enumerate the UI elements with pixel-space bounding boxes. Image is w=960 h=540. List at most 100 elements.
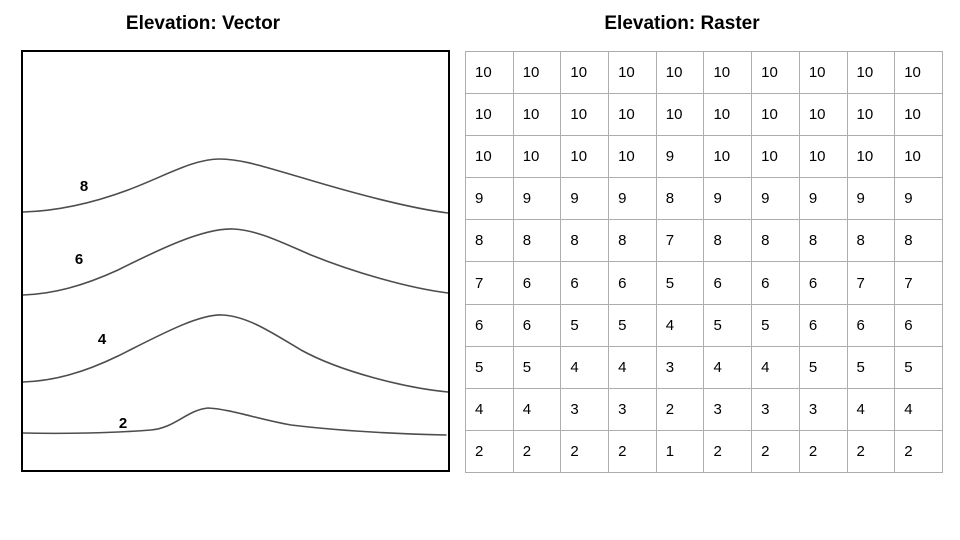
raster-cell: 6 (798, 303, 848, 347)
raster-cell: 8 (751, 219, 800, 263)
raster-cell: 8 (560, 219, 610, 263)
raster-cell: 10 (512, 135, 562, 179)
raster-cell: 5 (894, 345, 943, 389)
raster-cell: 8 (894, 219, 943, 263)
raster-cell: 5 (512, 345, 562, 389)
raster-cell: 6 (894, 303, 943, 347)
raster-cell: 6 (560, 261, 610, 305)
raster-cell: 6 (512, 261, 562, 305)
raster-cell: 10 (560, 50, 610, 95)
raster-cell: 8 (798, 219, 848, 263)
raster-cell: 10 (798, 93, 848, 137)
raster-cell: 9 (465, 177, 514, 221)
raster-cell: 2 (846, 429, 896, 473)
raster-cell: 10 (751, 93, 800, 137)
raster-cell: 5 (798, 345, 848, 389)
raster-cell: 10 (560, 93, 610, 137)
raster-cell: 9 (846, 177, 896, 221)
raster-cell: 6 (703, 261, 753, 305)
raster-cell: 10 (798, 50, 848, 95)
raster-cell: 10 (560, 135, 610, 179)
raster-cell: 3 (655, 345, 705, 389)
raster-cell: 4 (751, 345, 800, 389)
table-row: 5 5 4 4 3 4 4 5 5 5 (465, 345, 943, 389)
raster-cell: 4 (512, 387, 562, 431)
raster-cell: 4 (894, 387, 943, 431)
raster-cell: 8 (608, 219, 657, 263)
table-row: 10 10 10 10 10 10 10 10 10 10 (465, 50, 943, 95)
raster-cell: 3 (608, 387, 657, 431)
table-row: 10 10 10 10 10 10 10 10 10 10 (465, 93, 943, 137)
raster-cell: 10 (608, 93, 657, 137)
raster-cell: 8 (846, 219, 896, 263)
raster-cell: 9 (798, 177, 848, 221)
table-row: 6 6 5 5 4 5 5 6 6 6 (465, 303, 943, 347)
contour-label-2: 2 (119, 415, 127, 432)
raster-cell: 2 (465, 429, 514, 473)
raster-cell: 10 (512, 93, 562, 137)
raster-cell: 7 (846, 261, 896, 305)
raster-cell: 7 (894, 261, 943, 305)
raster-cell: 2 (894, 429, 943, 473)
raster-cell: 3 (798, 387, 848, 431)
raster-cell: 8 (512, 219, 562, 263)
raster-cell: 9 (751, 177, 800, 221)
raster-cell: 6 (798, 261, 848, 305)
raster-cell: 7 (465, 261, 514, 305)
raster-cell: 10 (798, 135, 848, 179)
contour-label-4: 4 (98, 331, 107, 348)
raster-cell: 5 (655, 261, 705, 305)
raster-cell: 9 (703, 177, 753, 221)
vector-panel: 8 6 4 2 (21, 50, 450, 472)
raster-cell: 8 (703, 219, 753, 263)
raster-cell: 10 (703, 135, 753, 179)
raster-cell: 3 (751, 387, 800, 431)
raster-cell: 6 (465, 303, 514, 347)
raster-cell: 5 (846, 345, 896, 389)
table-row: 4 4 3 3 2 3 3 3 4 4 (465, 387, 943, 431)
raster-cell: 10 (655, 93, 705, 137)
raster-cell: 5 (751, 303, 800, 347)
raster-cell: 4 (465, 387, 514, 431)
table-row: 2 2 2 2 1 2 2 2 2 2 (465, 429, 943, 473)
table-row: 10 10 10 10 9 10 10 10 10 10 (465, 135, 943, 179)
raster-cell: 9 (560, 177, 610, 221)
raster-cell: 9 (608, 177, 657, 221)
raster-cell: 9 (512, 177, 562, 221)
raster-cell: 10 (465, 93, 514, 137)
raster-cell: 10 (465, 135, 514, 179)
raster-cell: 6 (751, 261, 800, 305)
raster-cell: 4 (655, 303, 705, 347)
raster-cell: 3 (560, 387, 610, 431)
raster-cell: 9 (894, 177, 943, 221)
raster-cell: 5 (465, 345, 514, 389)
raster-cell: 6 (512, 303, 562, 347)
raster-cell: 10 (846, 50, 896, 95)
raster-cell: 2 (655, 387, 705, 431)
raster-cell: 8 (655, 177, 705, 221)
raster-cell: 10 (655, 50, 705, 95)
contour-plot: 8 6 4 2 (23, 158, 448, 436)
raster-cell: 10 (846, 93, 896, 137)
contour-line-2 (23, 407, 447, 436)
raster-cell: 10 (894, 135, 943, 179)
raster-cell: 8 (465, 219, 514, 263)
raster-cell: 4 (703, 345, 753, 389)
raster-cell: 5 (703, 303, 753, 347)
raster-cell: 5 (608, 303, 657, 347)
contour-line-8 (23, 158, 448, 214)
raster-cell: 10 (608, 135, 657, 179)
raster-cell: 10 (894, 50, 943, 95)
raster-cell: 6 (608, 261, 657, 305)
raster-cell: 2 (751, 429, 800, 473)
raster-cell: 7 (655, 219, 705, 263)
contour-label-8: 8 (80, 178, 88, 195)
raster-cell: 10 (512, 50, 562, 95)
raster-cell: 2 (512, 429, 562, 473)
raster-cell: 10 (703, 93, 753, 137)
raster-cell: 10 (751, 50, 800, 95)
table-row: 9 9 9 9 8 9 9 9 9 9 (465, 177, 943, 221)
raster-cell: 5 (560, 303, 610, 347)
raster-panel-title: Elevation: Raster (604, 13, 760, 34)
contour-line-6 (23, 228, 448, 296)
